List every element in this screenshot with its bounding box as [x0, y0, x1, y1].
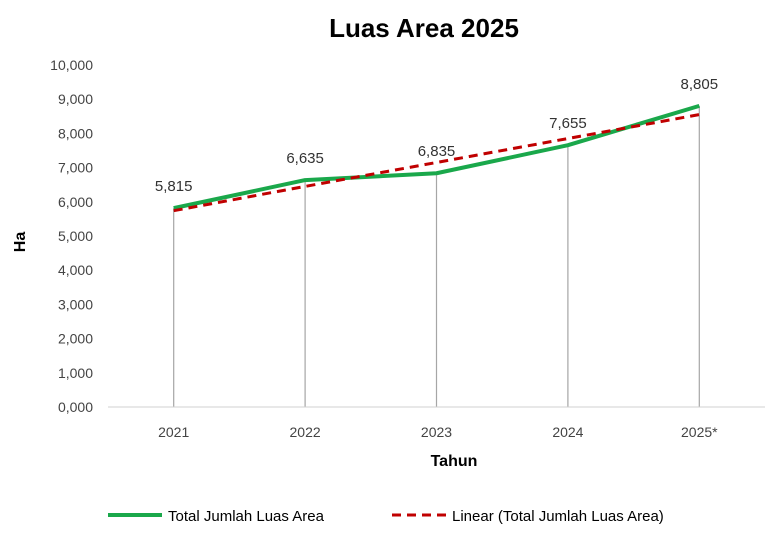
legend-label-linear: Linear (Total Jumlah Luas Area) [452, 508, 664, 525]
x-tick-label: 2024 [552, 424, 583, 440]
x-tick-label: 2023 [421, 424, 452, 440]
x-axis-title: Tahun [431, 453, 478, 470]
data-label: 5,815 [155, 178, 193, 195]
y-tick-label: 8,000 [58, 125, 93, 141]
data-label: 8,805 [681, 76, 719, 93]
x-tick-label: 2022 [290, 424, 321, 440]
legend-label-total: Total Jumlah Luas Area [168, 508, 325, 525]
data-label: 6,835 [418, 143, 456, 160]
data-label: 7,655 [549, 115, 587, 132]
y-tick-label: 4,000 [58, 262, 93, 278]
y-tick-label: 10,000 [50, 57, 93, 73]
y-tick-label: 7,000 [58, 160, 93, 176]
y-axis-title: Ha [12, 232, 29, 253]
x-tick-label: 2025* [681, 424, 718, 440]
y-tick-label: 5,000 [58, 228, 93, 244]
chart-title: Luas Area 2025 [329, 13, 519, 43]
data-label: 6,635 [286, 150, 324, 167]
series-line-total [173, 103, 700, 211]
y-tick-label: 9,000 [58, 91, 93, 107]
y-tick-label: 1,000 [58, 365, 93, 381]
x-tick-label: 2021 [158, 424, 189, 440]
y-tick-label: 2,000 [58, 331, 93, 347]
y-tick-label: 0,000 [58, 399, 93, 415]
y-tick-label: 6,000 [58, 194, 93, 210]
y-tick-label: 3,000 [58, 296, 93, 312]
legend: Total Jumlah Luas Area Linear (Total Jum… [108, 508, 664, 525]
